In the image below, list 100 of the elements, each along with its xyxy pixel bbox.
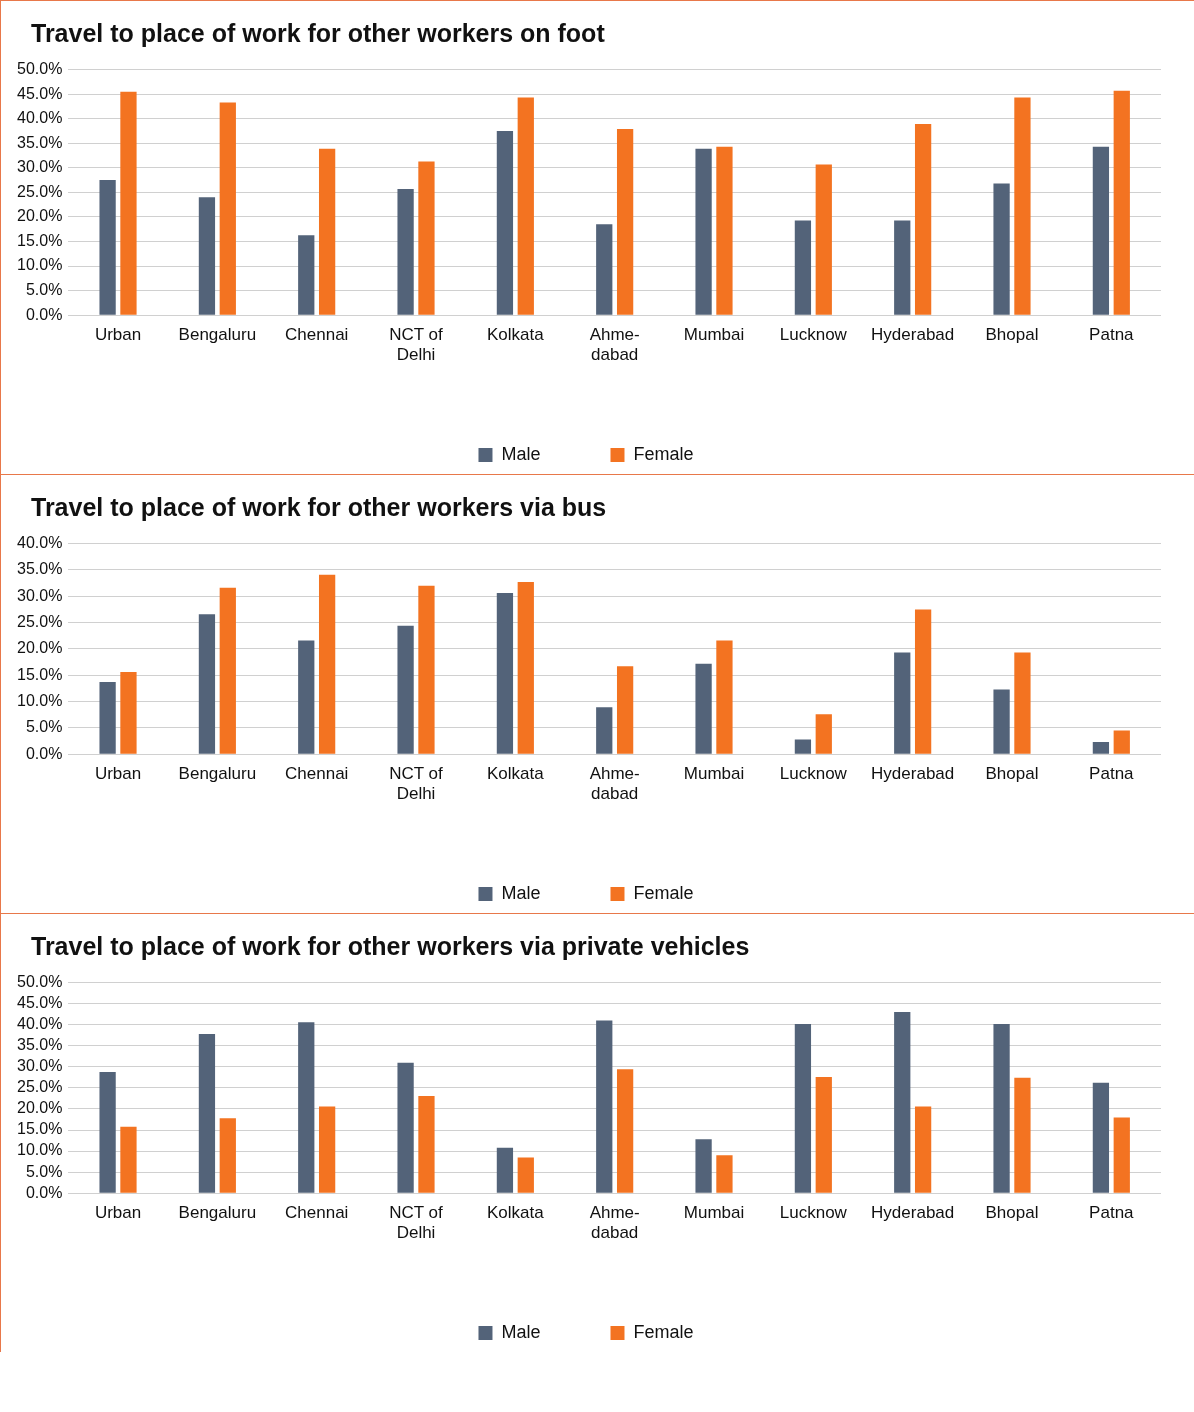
bar [1092, 742, 1110, 754]
bar [1092, 146, 1110, 315]
x-tick-label: Patna [1089, 764, 1135, 784]
bar [914, 1106, 932, 1193]
x-tick-label: Kolkata [487, 764, 545, 784]
bar [596, 224, 613, 315]
bar [99, 682, 116, 754]
bar [496, 593, 514, 754]
x-tick-label: Mumbai [683, 1203, 745, 1223]
bar [1113, 1117, 1130, 1193]
bar [616, 1069, 634, 1193]
bar [99, 1071, 116, 1193]
bar [517, 97, 534, 315]
bar [596, 707, 613, 754]
bar [120, 91, 137, 315]
x-tick-label: Ahme-dabad [589, 1203, 640, 1243]
y-tick-label: 30.0% [16, 1057, 63, 1075]
x-tick-label: Patna [1089, 1203, 1135, 1223]
x-tick-label: Lucknow [779, 325, 848, 345]
y-tick-label: 35.0% [16, 133, 63, 151]
bar [397, 1062, 414, 1193]
y-tick-label: 40.0% [16, 109, 63, 127]
y-tick-label: 15.0% [16, 1120, 63, 1138]
bar [993, 1023, 1010, 1193]
y-tick-label: 10.0% [16, 256, 63, 274]
bar [716, 146, 733, 315]
bar [219, 587, 236, 754]
x-tick-label: Bengaluru [178, 1203, 257, 1223]
x-tick-label: Urban [94, 1203, 142, 1223]
bar [616, 666, 634, 754]
chart-title: Travel to place of work for other workers via private vehicles [31, 932, 751, 961]
x-tick-label: Chennai [285, 1203, 349, 1223]
x-tick-label: Bengaluru [178, 764, 257, 784]
y-tick-label: 5.0% [25, 1162, 63, 1180]
bar [1014, 1077, 1031, 1193]
x-tick-label: Kolkata [487, 325, 545, 345]
x-tick-label: Lucknow [779, 1203, 848, 1223]
y-tick-label: 0.0% [25, 1183, 63, 1201]
y-tick-label: 20.0% [16, 207, 63, 225]
bar [298, 235, 315, 315]
x-tick-label: Ahme-dabad [589, 764, 640, 804]
bar [894, 220, 911, 315]
bar [596, 1020, 613, 1193]
bar [794, 739, 812, 754]
legend-label: Male [501, 882, 541, 903]
bar [894, 1012, 911, 1193]
bar [418, 161, 435, 315]
bar [397, 625, 414, 754]
y-tick-label: 20.0% [16, 1099, 63, 1117]
x-tick-label: NCT of Delhi [389, 764, 444, 804]
bar [496, 131, 514, 315]
x-tick-label: Patna [1089, 325, 1135, 345]
bar [914, 124, 932, 315]
bar [815, 1076, 832, 1193]
legend-label: Male [501, 443, 541, 464]
bar [99, 180, 116, 315]
bar [517, 1157, 534, 1193]
chart-title: Travel to place of work for other workers on foot [31, 19, 606, 48]
chart-title: Travel to place of work for other workers via bus [31, 493, 608, 522]
bar [198, 197, 216, 315]
bar [695, 1139, 712, 1193]
y-tick-label: 20.0% [16, 639, 63, 657]
bar [716, 640, 733, 754]
bar [894, 652, 911, 754]
x-tick-label: Hyderabad [871, 1203, 955, 1223]
bar [716, 1155, 733, 1193]
bar [397, 188, 414, 315]
y-tick-label: 35.0% [16, 1036, 63, 1054]
bar [1092, 1082, 1110, 1193]
x-tick-label: NCT of Delhi [389, 1203, 444, 1243]
y-tick-label: 5.0% [25, 718, 63, 736]
y-tick-label: 5.0% [25, 281, 63, 299]
y-tick-label: 40.0% [16, 534, 63, 552]
bar [914, 609, 932, 754]
y-tick-label: 45.0% [16, 84, 63, 102]
legend-label: Female [633, 882, 694, 903]
x-tick-label: Bhopal [985, 325, 1039, 345]
bar [418, 1095, 435, 1193]
y-tick-label: 15.0% [16, 231, 63, 249]
x-tick-label: Hyderabad [871, 764, 955, 784]
bar [198, 1033, 216, 1193]
legend-label: Male [501, 1321, 541, 1342]
y-tick-label: 45.0% [16, 994, 63, 1012]
y-tick-label: 0.0% [25, 305, 63, 323]
bar [219, 102, 236, 315]
bar [418, 585, 435, 754]
bar [794, 1023, 812, 1193]
x-tick-label: Bhopal [985, 764, 1039, 784]
bar [1014, 652, 1031, 754]
bar [120, 672, 137, 754]
y-tick-label: 50.0% [16, 60, 63, 78]
bar [496, 1147, 514, 1193]
bar [815, 714, 832, 754]
x-tick-label: Chennai [285, 325, 349, 345]
bar [1113, 730, 1130, 754]
y-tick-label: 25.0% [16, 182, 63, 200]
bar [298, 1022, 315, 1193]
y-tick-label: 0.0% [25, 744, 63, 762]
bar [198, 614, 216, 754]
x-tick-label: Kolkata [487, 1203, 545, 1223]
